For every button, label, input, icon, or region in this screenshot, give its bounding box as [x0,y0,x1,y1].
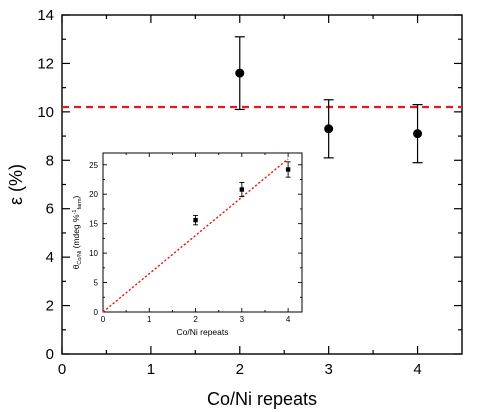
inset-y-axis-label: θCo/Ni (mdeg %-1farm) [71,196,83,270]
inset-y-tick-label: 0 [94,308,99,317]
inset-plot: 0 1 2 3 4 0 5 10 15 20 25 [89,152,303,324]
x-axis-label: Co/Ni repeats [207,389,317,409]
x-tick-label: 0 [58,361,66,378]
inset-data-point [193,217,198,223]
x-tick-label: 2 [236,361,244,378]
y-tick-label: 4 [46,249,54,266]
inset-plot-background [103,153,302,312]
inset-y-tick-label: 10 [89,249,98,258]
inset-y-label-sub2: farm [77,198,83,209]
inset-data-point [239,187,245,192]
y-tick-label: 0 [46,346,54,363]
inset-x-tick-label: 3 [240,315,245,324]
y-tick-label: 6 [46,201,54,218]
x-tick-label: 1 [147,361,155,378]
inset-plot-frame [102,152,303,313]
inset-y-tick-label: 5 [94,279,99,288]
y-tick-label: 10 [37,104,54,121]
inset-x-axis-label: Co/Ni repeats [177,327,229,337]
x-tick-label: 4 [413,361,421,378]
inset-x-tick-label: 0 [101,315,106,324]
inset-x-tick-label: 2 [193,315,198,324]
inset-y-label-mid: (mdeg % [71,214,81,251]
inset-x-tick-label: 1 [147,315,152,324]
y-tick-label: 14 [37,7,54,24]
inset-y-label-theta: θ [71,264,81,269]
inset-y-tick-label: 20 [89,190,98,199]
y-tick-label: 2 [46,298,54,315]
data-point [413,129,423,139]
inset-y-label-close: ) [71,196,81,199]
inset-data-point [285,167,291,172]
inset-y-label-sup: -1 [72,210,78,215]
y-axis-label: ε (%) [6,164,26,205]
x-tick-label: 3 [324,361,332,378]
inset-x-tick-label: 4 [286,315,291,324]
inset-y-tick-label: 15 [89,220,98,229]
y-tick-label: 12 [37,55,54,72]
y-tick-label: 8 [46,152,54,169]
inset-y-label-sub1: Co/Ni [77,251,83,265]
inset-y-tick-label: 25 [89,161,98,170]
data-point [235,68,245,78]
data-point [324,124,334,134]
